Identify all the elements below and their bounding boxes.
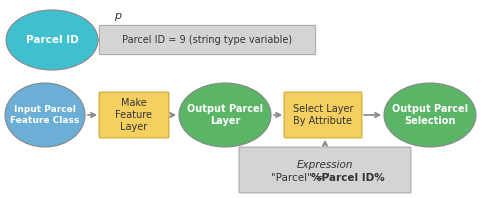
Text: Output Parcel
Layer: Output Parcel Layer [187, 104, 263, 126]
Ellipse shape [179, 83, 271, 147]
Ellipse shape [384, 83, 476, 147]
Text: Expression: Expression [297, 160, 353, 170]
Text: "Parcel" = ': "Parcel" = ' [271, 173, 330, 183]
Text: p: p [114, 11, 122, 21]
FancyBboxPatch shape [99, 25, 315, 55]
Text: Parcel ID = 9 (string type variable): Parcel ID = 9 (string type variable) [122, 35, 292, 45]
Ellipse shape [6, 10, 98, 70]
Text: Input Parcel
Feature Class: Input Parcel Feature Class [10, 105, 80, 125]
Text: Select Layer
By Attribute: Select Layer By Attribute [293, 104, 353, 126]
Ellipse shape [5, 83, 85, 147]
FancyBboxPatch shape [99, 92, 169, 138]
FancyBboxPatch shape [284, 92, 362, 138]
Text: Output Parcel
Selection: Output Parcel Selection [392, 104, 468, 126]
Text: Make
Feature
Layer: Make Feature Layer [115, 98, 153, 132]
Text: ': ' [371, 173, 374, 183]
Text: Parcel ID: Parcel ID [25, 35, 78, 45]
Text: %Parcel ID%: %Parcel ID% [311, 173, 384, 183]
FancyBboxPatch shape [239, 147, 411, 193]
